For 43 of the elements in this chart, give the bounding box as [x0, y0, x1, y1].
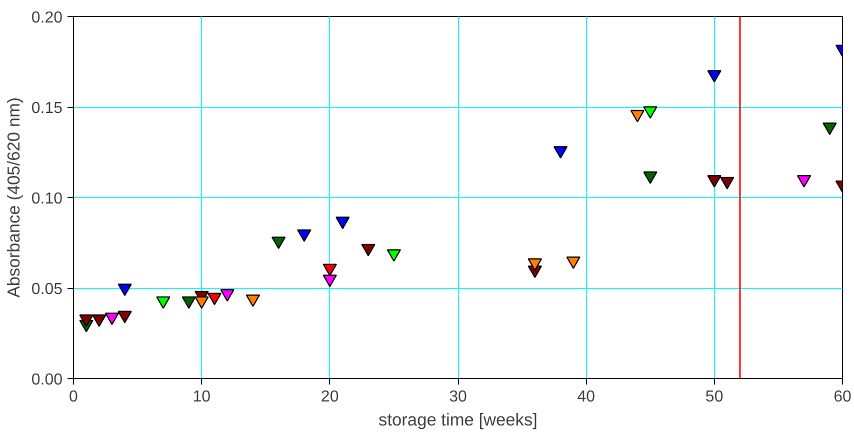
- point: [79, 314, 94, 327]
- point: [643, 106, 658, 119]
- y-tick-label: 0.00: [31, 372, 63, 388]
- point: [297, 229, 312, 242]
- x-axis-title: storage time [weeks]: [378, 410, 538, 430]
- x-tick-label: 40: [577, 388, 596, 406]
- point: [553, 146, 568, 159]
- point: [182, 296, 196, 309]
- point: [630, 110, 645, 122]
- point: [207, 292, 222, 306]
- x-tick-label: 0: [69, 388, 78, 406]
- point: [386, 249, 402, 262]
- y-tick-label: 0.05: [31, 281, 63, 298]
- y-tick-label: 0.10: [31, 190, 63, 208]
- point: [118, 310, 132, 324]
- x-tick-label: 20: [320, 388, 339, 406]
- y-axis-title: Absorbance (405/620 nm): [3, 97, 24, 298]
- y-tick-label: 0.15: [31, 100, 63, 117]
- y-tick-label: 0.20: [31, 10, 63, 26]
- point: [336, 216, 350, 230]
- point: [707, 70, 722, 83]
- point: [796, 175, 812, 188]
- x-tick-label: 10: [192, 388, 211, 406]
- point: [528, 258, 542, 271]
- point: [361, 244, 376, 256]
- point: [643, 171, 658, 184]
- x-tick-label: 60: [834, 388, 852, 406]
- point: [156, 296, 170, 309]
- point: [118, 284, 132, 296]
- point: [92, 314, 106, 327]
- point: [322, 274, 337, 288]
- x-tick-label: 30: [449, 388, 467, 406]
- point: [104, 312, 120, 326]
- point: [707, 175, 722, 188]
- point: [246, 294, 260, 307]
- point: [220, 289, 234, 302]
- x-tick-label: 50: [705, 388, 724, 406]
- point: [271, 236, 286, 250]
- point: [822, 122, 837, 136]
- point: [322, 264, 337, 276]
- point: [566, 256, 580, 269]
- point: [194, 296, 209, 309]
- point: [720, 176, 734, 190]
